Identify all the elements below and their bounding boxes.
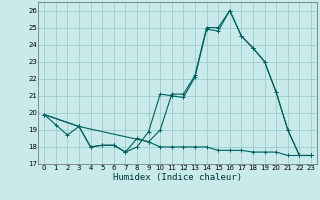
X-axis label: Humidex (Indice chaleur): Humidex (Indice chaleur)	[113, 173, 242, 182]
